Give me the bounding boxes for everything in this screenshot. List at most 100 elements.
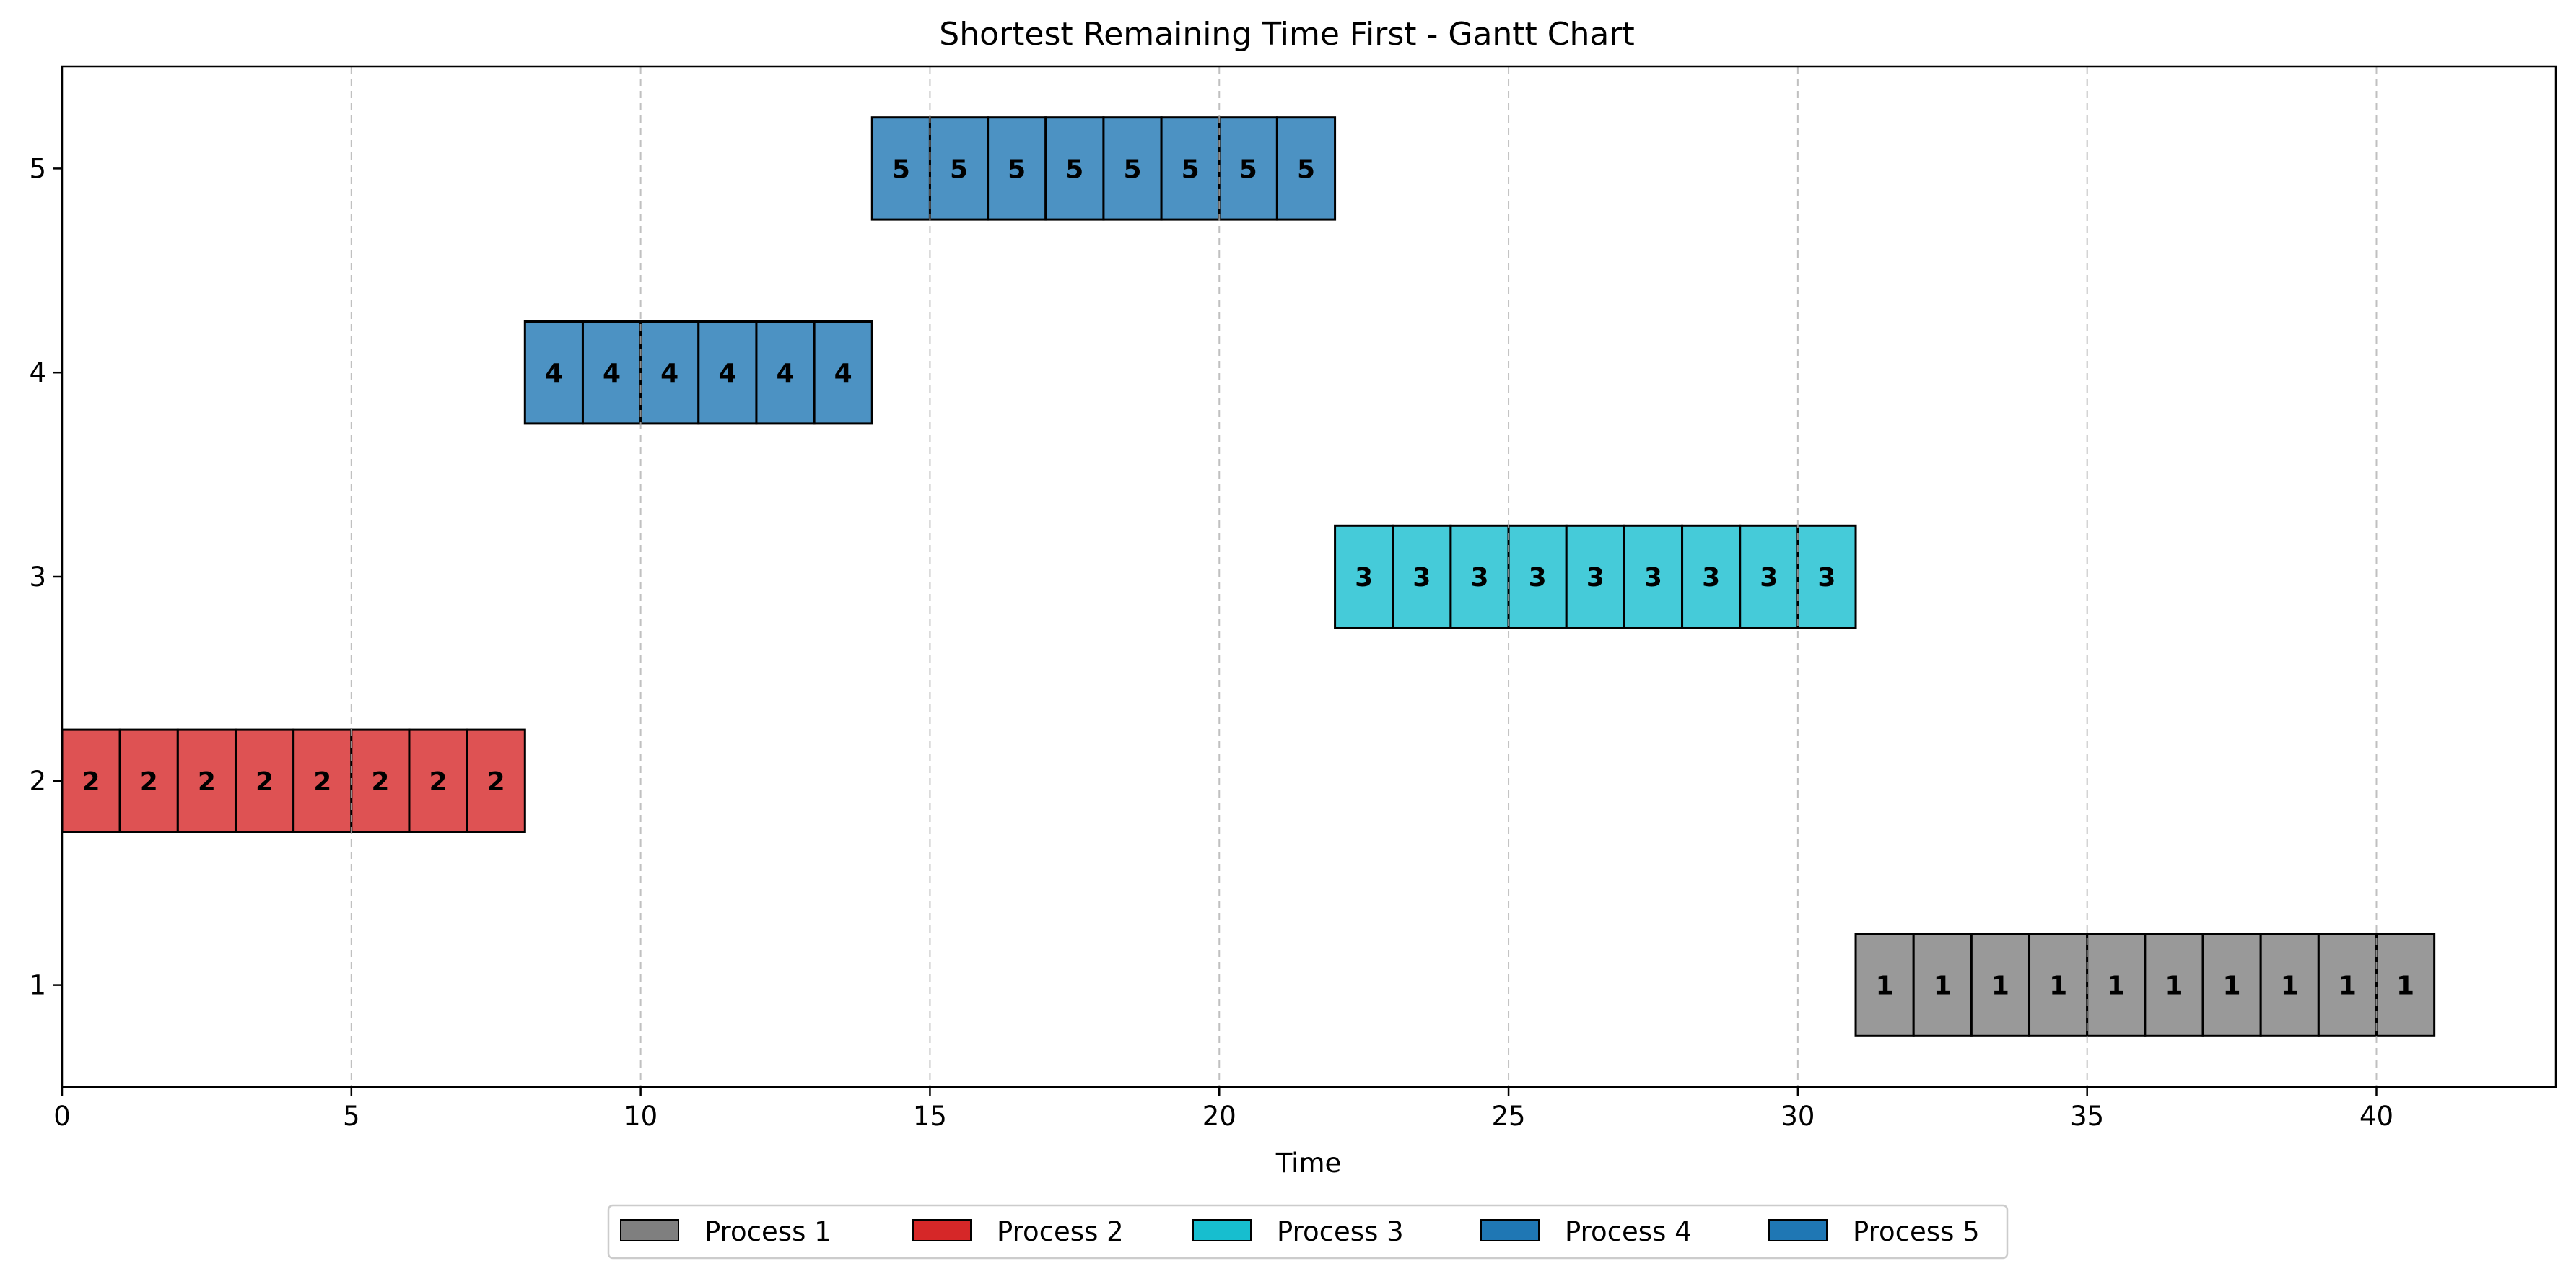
segment-label: 1 xyxy=(2339,972,2357,1001)
gantt-segment xyxy=(639,320,700,425)
segment-label: 5 xyxy=(1182,154,1200,184)
segment-label: 2 xyxy=(198,767,216,797)
x-tick-label: 20 xyxy=(1202,1101,1236,1132)
segment-label: 1 xyxy=(2223,972,2241,1001)
segment-label: 3 xyxy=(1413,563,1431,593)
legend-swatch xyxy=(1768,1219,1828,1241)
y-tick-label: 4 xyxy=(29,357,46,388)
x-tick-label: 5 xyxy=(343,1101,360,1132)
segment-label: 4 xyxy=(834,359,852,388)
segment-label: 4 xyxy=(660,359,678,388)
segment-label: 4 xyxy=(603,359,621,388)
legend-swatch xyxy=(1192,1219,1252,1241)
segment-label: 1 xyxy=(2281,972,2299,1001)
segment-label: 5 xyxy=(1239,154,1257,184)
gantt-segment xyxy=(2144,933,2204,1037)
segment-label: 5 xyxy=(1297,154,1315,184)
segment-label: 5 xyxy=(1008,154,1026,184)
gantt-segment xyxy=(1970,933,2031,1037)
legend-box xyxy=(607,1204,2009,1260)
segment-label: 1 xyxy=(2049,972,2067,1001)
legend-label: Process 2 xyxy=(997,1216,1124,1247)
legend-label: Process 3 xyxy=(1277,1216,1404,1247)
x-tick-label: 35 xyxy=(2070,1101,2104,1132)
gantt-segment xyxy=(118,728,179,833)
segment-label: 3 xyxy=(1470,563,1488,593)
gantt-segment xyxy=(234,728,295,833)
gantt-segment xyxy=(697,320,758,425)
gantt-segment xyxy=(350,728,411,833)
gantt-segment xyxy=(2259,933,2320,1037)
segment-label: 5 xyxy=(950,154,968,184)
segment-label: 1 xyxy=(1934,972,1952,1001)
segment-label: 2 xyxy=(256,767,274,797)
legend-swatch xyxy=(1480,1219,1540,1241)
segment-label: 1 xyxy=(1991,972,2009,1001)
gantt-segment xyxy=(2375,933,2436,1037)
plot-area: 1 1 1 1 1 1 1 1 1 1 2 2 2 2 2 2 2 2 3 3 3 3 3 3 3 3 3 4 4 4 4 4 4 5 5 5 5 5 5 5… xyxy=(29,65,2557,1132)
gantt-segment xyxy=(1392,524,1452,629)
segment-label: 2 xyxy=(140,767,158,797)
legend-label: Process 5 xyxy=(1853,1216,1980,1247)
segment-label: 5 xyxy=(1065,154,1083,184)
segment-label: 1 xyxy=(2165,972,2183,1001)
segment-label: 1 xyxy=(2396,972,2414,1001)
gantt-segment xyxy=(1507,524,1568,629)
segment-label: 5 xyxy=(892,154,910,184)
gantt-segment xyxy=(928,116,990,221)
gantt-segment xyxy=(61,728,121,833)
x-tick-label: 15 xyxy=(913,1101,947,1132)
segment-label: 3 xyxy=(1817,563,1835,593)
segment-label: 2 xyxy=(82,767,100,797)
x-axis-label: Time xyxy=(1275,1148,1342,1179)
segment-label: 2 xyxy=(371,767,389,797)
gantt-segment xyxy=(466,728,526,833)
gantt-segment xyxy=(581,320,642,425)
segment-label: 1 xyxy=(2107,972,2125,1001)
legend-label: Process 4 xyxy=(1565,1216,1692,1247)
x-tick-label: 30 xyxy=(1781,1101,1815,1132)
gantt-segment xyxy=(2086,933,2147,1037)
gantt-segment xyxy=(1218,116,1278,221)
x-tick-label: 25 xyxy=(1492,1101,1526,1132)
gantt-segment xyxy=(408,728,468,833)
segment-label: 2 xyxy=(487,767,505,797)
x-tick-label: 10 xyxy=(624,1101,658,1132)
x-tick-label: 0 xyxy=(53,1101,71,1132)
y-tick-label: 3 xyxy=(29,562,46,593)
y-tick-label: 1 xyxy=(29,970,46,1001)
segment-label: 4 xyxy=(776,359,794,388)
segment-label: 3 xyxy=(1529,563,1547,593)
gantt-segment xyxy=(987,116,1047,221)
segment-label: 4 xyxy=(545,359,563,388)
segment-label: 5 xyxy=(1123,154,1141,184)
x-tick-label: 40 xyxy=(2359,1101,2393,1132)
gantt-segment xyxy=(1681,524,1742,629)
y-tick-label: 5 xyxy=(29,153,46,184)
gantt-segment xyxy=(1623,524,1684,629)
chart-title: Shortest Remaining Time First - Gantt Ch… xyxy=(939,16,1634,53)
gantt-segment xyxy=(1044,116,1105,221)
legend: Process 1 Process 2 Process 3 Process 4 Proc… xyxy=(607,1204,2009,1260)
segment-label: 2 xyxy=(429,767,447,797)
gantt-segment xyxy=(2317,933,2378,1037)
gantt-segment xyxy=(176,728,237,833)
segment-label: 3 xyxy=(1760,563,1778,593)
gantt-segment xyxy=(292,728,353,833)
legend-label: Process 1 xyxy=(704,1216,831,1247)
legend-swatch xyxy=(912,1219,972,1241)
segment-label: 1 xyxy=(1876,972,1894,1001)
gantt-segment xyxy=(1565,524,1625,629)
segment-label: 2 xyxy=(313,767,331,797)
gantt-segment xyxy=(1160,116,1221,221)
gantt-segment xyxy=(1854,933,1915,1037)
gantt-segment xyxy=(755,320,816,425)
segment-label: 3 xyxy=(1702,563,1720,593)
gantt-segment xyxy=(1102,116,1163,221)
segment-label: 3 xyxy=(1355,563,1373,593)
legend-swatch xyxy=(620,1219,679,1241)
gantt-segment xyxy=(870,116,931,221)
gantt-segment xyxy=(1275,116,1337,221)
segment-label: 3 xyxy=(1644,563,1662,593)
